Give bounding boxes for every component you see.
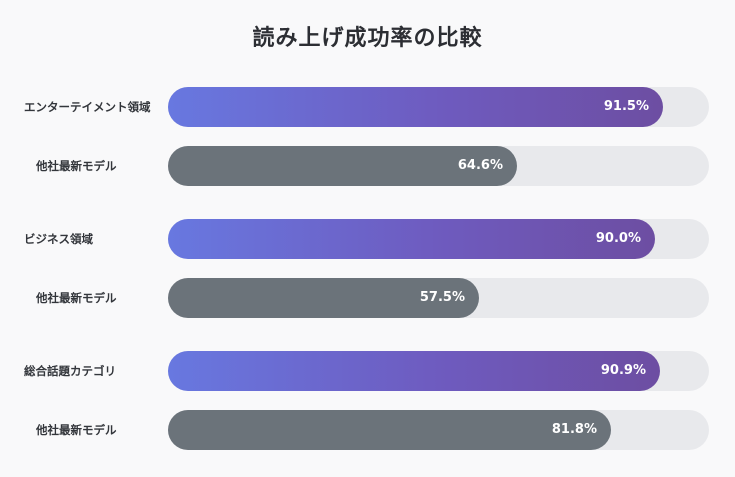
bar-label: エンターテイメント領域	[24, 100, 151, 114]
bar-value-label: 90.0%	[595, 231, 641, 246]
bar-row: エンターテイメント領域 91.5%	[0, 87, 735, 127]
bar: 91.5%	[168, 87, 663, 127]
bar-label: 他社最新モデル	[36, 423, 117, 437]
bar-value-label: 81.8%	[551, 422, 597, 437]
bar-label: 総合話題カテゴリ	[24, 364, 116, 378]
bar: 64.6%	[168, 146, 517, 186]
chart-title: 読み上げ成功率の比較	[252, 26, 483, 51]
bar-value-label: 57.5%	[419, 290, 465, 305]
bar-track: 90.9%	[168, 351, 709, 391]
bar-track: 57.5%	[168, 278, 709, 318]
bar-row: 総合話題カテゴリ 90.9%	[0, 351, 735, 391]
bar-row: 他社最新モデル 64.6%	[0, 146, 735, 186]
bar-label: 他社最新モデル	[36, 159, 117, 173]
bar: 90.0%	[168, 219, 655, 259]
bar-label: ビジネス領域	[24, 232, 93, 246]
bar-value-label: 91.5%	[603, 99, 649, 114]
bar-row: 他社最新モデル 57.5%	[0, 278, 735, 318]
bar-track: 91.5%	[168, 87, 709, 127]
bar-row: 他社最新モデル 81.8%	[0, 410, 735, 450]
bar-value-label: 64.6%	[457, 158, 503, 173]
bar: 90.9%	[168, 351, 660, 391]
bar: 57.5%	[168, 278, 479, 318]
bar-track: 90.0%	[168, 219, 709, 259]
bar-value-label: 90.9%	[600, 363, 646, 378]
bar-track: 81.8%	[168, 410, 709, 450]
bar-row: ビジネス領域 90.0%	[0, 219, 735, 259]
bar-track: 64.6%	[168, 146, 709, 186]
bar-label: 他社最新モデル	[36, 291, 117, 305]
bar: 81.8%	[168, 410, 611, 450]
